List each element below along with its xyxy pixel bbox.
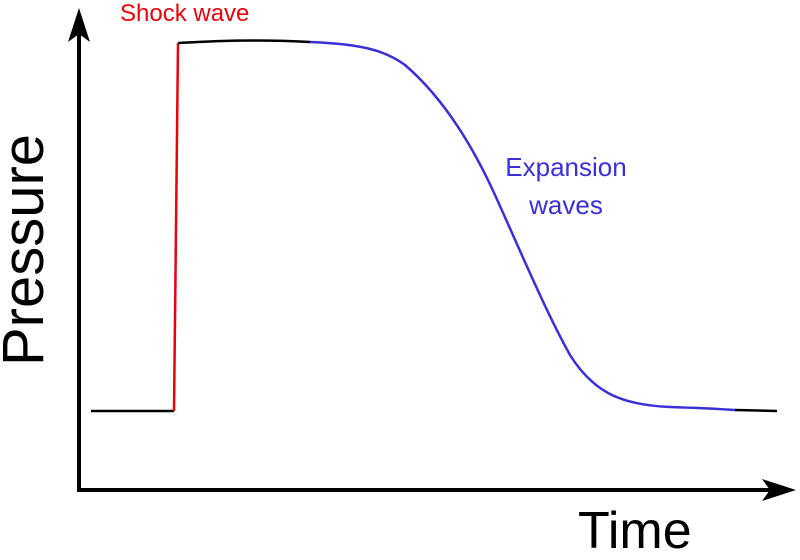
shock-wave-label: Shock wave <box>120 0 250 27</box>
x-axis-arrowhead <box>762 479 796 501</box>
post-expansion-baseline <box>734 408 778 413</box>
pressure-plateau <box>177 39 311 45</box>
expansion-label-line1: Expansion <box>505 152 627 182</box>
expansion-label-line2: waves <box>529 190 603 220</box>
y-axis-label: Pressure <box>0 133 56 367</box>
y-axis-arrowhead <box>68 8 90 42</box>
shock-wave-line <box>172 42 180 412</box>
expansion-waves-label: Expansion waves <box>486 148 646 224</box>
expansion-waves-curve <box>309 40 736 412</box>
x-axis-label: Time <box>578 502 692 560</box>
